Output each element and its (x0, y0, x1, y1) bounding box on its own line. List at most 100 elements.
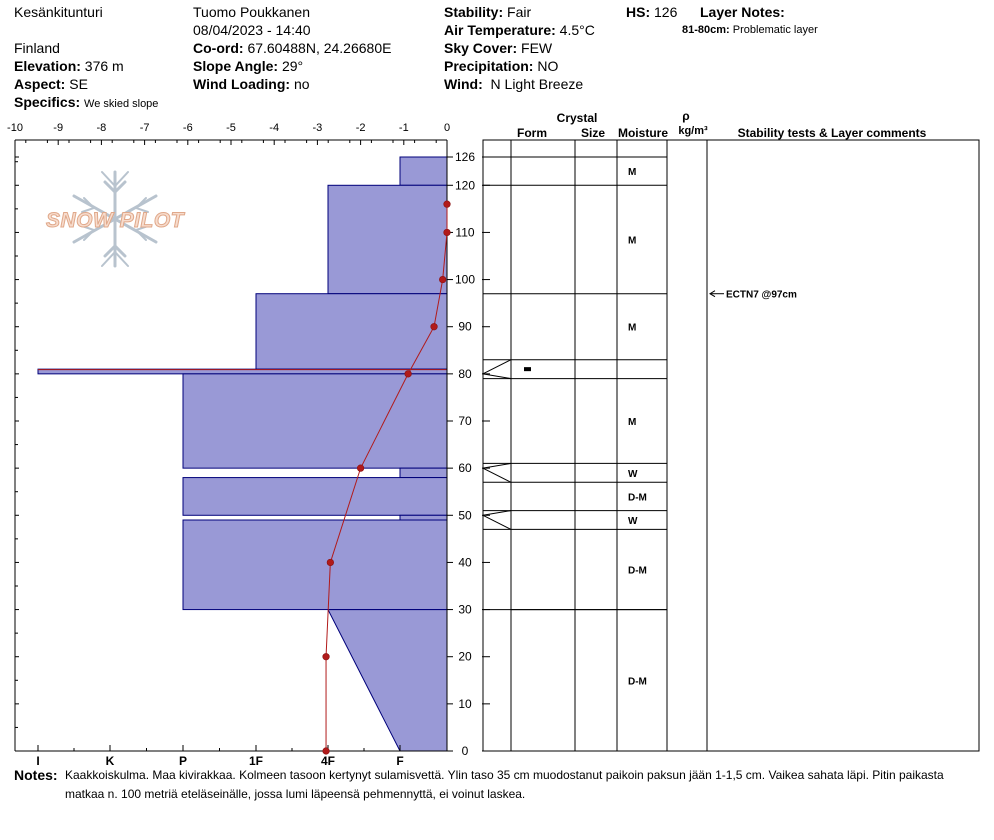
moisture-header: Moisture (618, 126, 668, 140)
snow-height: HS: 126 (626, 4, 677, 21)
temp-tick-label: -3 (313, 122, 323, 134)
temperature-point (443, 200, 451, 208)
elevation: Elevation: 376 m (14, 58, 124, 75)
snow-profile-chart: SNOW PILOT -10 -9 -8 -7 -6 -5 -4 -3 -2 -1 0I K P 1F 4F… (7, 109, 980, 765)
hardness-layer (327, 184, 448, 295)
layer-connector (482, 514, 512, 530)
aspect-value: SE (69, 76, 88, 92)
height-tick-label: 126 (455, 150, 475, 164)
temp-tick-label: -10 (7, 122, 23, 134)
layer-note-range: 81-80cm: (682, 24, 730, 36)
hardness-layer (399, 467, 448, 479)
elevation-label: Elevation: (14, 58, 81, 74)
temperature-profile (322, 200, 451, 755)
height-tick-label: 70 (458, 414, 472, 428)
density-symbol: ρ (682, 109, 689, 123)
layer-connector (482, 359, 512, 375)
hardness-tick-label: F (396, 754, 403, 765)
temp-tick-label: -2 (356, 122, 366, 134)
hardness-tick-label: I (36, 754, 39, 765)
hardness-profile (37, 156, 448, 752)
wind: Wind: N Light Breeze (444, 76, 583, 93)
coord-value: 67.60488N, 24.26680E (247, 40, 392, 56)
precip-label: Precipitation: (444, 58, 534, 74)
observer-name: Tuomo Poukkanen (193, 4, 310, 20)
layer-connector (482, 467, 512, 483)
density-unit: kg/m³ (678, 125, 708, 137)
hardness-layer (399, 514, 448, 521)
stability: Stability: Fair (444, 4, 531, 21)
layer-moisture: W (628, 516, 638, 527)
hardness-tick-label: 4F (321, 754, 335, 765)
layer-table: M M M M W D-M W D-M D-M (482, 139, 980, 752)
wind-loading: Wind Loading: no (193, 76, 310, 93)
coordinates: Co-ord: 67.60488N, 24.26680E (193, 40, 391, 57)
aspect: Aspect: SE (14, 76, 88, 93)
height-tick-label: 20 (458, 650, 472, 664)
specifics-label: Specifics: (14, 94, 81, 110)
windload-label: Wind Loading: (193, 76, 291, 92)
height-tick-label: 90 (458, 320, 472, 334)
arrow-left-icon (709, 290, 716, 298)
form-header: Form (517, 126, 547, 140)
slope-angle: Slope Angle: 29° (193, 58, 303, 75)
height-tick-label: 30 (458, 603, 472, 617)
layer-moisture: M (628, 323, 636, 334)
layer-connector (482, 373, 512, 380)
temp-tick-label: -6 (183, 122, 193, 134)
chart-axes: -10 -9 -8 -7 -6 -5 -4 -3 -2 -1 0I K P 1F 4F F0102030405… (7, 122, 490, 765)
temperature-point (443, 228, 451, 237)
notes-section: Notes: Kaakkoiskulma. Maa kivirakkaa. Ko… (14, 766, 974, 801)
layer-table-frame (482, 139, 980, 752)
logo-text: SNOW PILOT (46, 209, 186, 232)
layer-connector (482, 510, 512, 516)
specifics: Specifics: We skied slope (14, 94, 158, 111)
notes-text: Kaakkoiskulma. Maa kivirakkaa. Kolmeen t… (65, 768, 944, 801)
snowflake-icon (72, 170, 158, 268)
height-tick-label: 80 (458, 367, 472, 381)
stability-test-marker: ECTN7 @97cm (709, 290, 797, 301)
hardness-tick-label: 1F (249, 754, 263, 765)
hardness-layer (182, 477, 448, 516)
layer-note: 81-80cm: Problematic layer (682, 24, 818, 37)
air-temperature: Air Temperature: 4.5°C (444, 22, 595, 39)
wind-value: N Light Breeze (490, 76, 584, 92)
sky-cover: Sky Cover: FEW (444, 40, 552, 57)
crystal-header: Crystal (557, 111, 598, 125)
stability-label: Stability: (444, 4, 504, 20)
temperature-point (326, 558, 334, 567)
precip-value: NO (537, 58, 559, 74)
aspect-label: Aspect: (14, 76, 66, 92)
hardness-layer (182, 373, 448, 469)
location-name: Kesänkitunturi (14, 4, 103, 20)
temp-tick-label: -5 (226, 122, 236, 134)
hardness-layer (255, 293, 448, 370)
size-header: Size (581, 126, 605, 140)
layer-moisture: D-M (628, 566, 647, 577)
layer-moisture: D-M (628, 676, 647, 687)
layer-moisture: M (628, 417, 636, 428)
hardness-tick-label: K (106, 754, 115, 765)
layer-connector (482, 462, 512, 469)
temp-tick-label: -7 (140, 122, 150, 134)
slope-label: Slope Angle: (193, 58, 279, 74)
layer-moisture: M (628, 167, 636, 178)
height-tick-label: 110 (455, 225, 474, 239)
sky-label: Sky Cover: (444, 40, 518, 56)
hardness-layer (182, 519, 448, 611)
layer-notes-label: Layer Notes: (700, 4, 785, 20)
height-tick-label: 60 (458, 461, 472, 475)
airtemp-label: Air Temperature: (444, 22, 556, 38)
slope-value: 29° (281, 58, 304, 74)
temperature-point (404, 370, 412, 378)
hardness-tick-label: P (179, 754, 187, 765)
country: Finland (14, 40, 60, 56)
coord-label: Co-ord: (193, 40, 244, 56)
airtemp-value: 4.5°C (559, 22, 595, 38)
sky-value: FEW (521, 40, 553, 56)
temperature-point (430, 323, 438, 331)
hardness-layer (399, 156, 448, 186)
height-tick-label: 10 (458, 697, 472, 711)
hardness-layer (327, 609, 448, 752)
height-tick-label: 100 (455, 273, 475, 287)
